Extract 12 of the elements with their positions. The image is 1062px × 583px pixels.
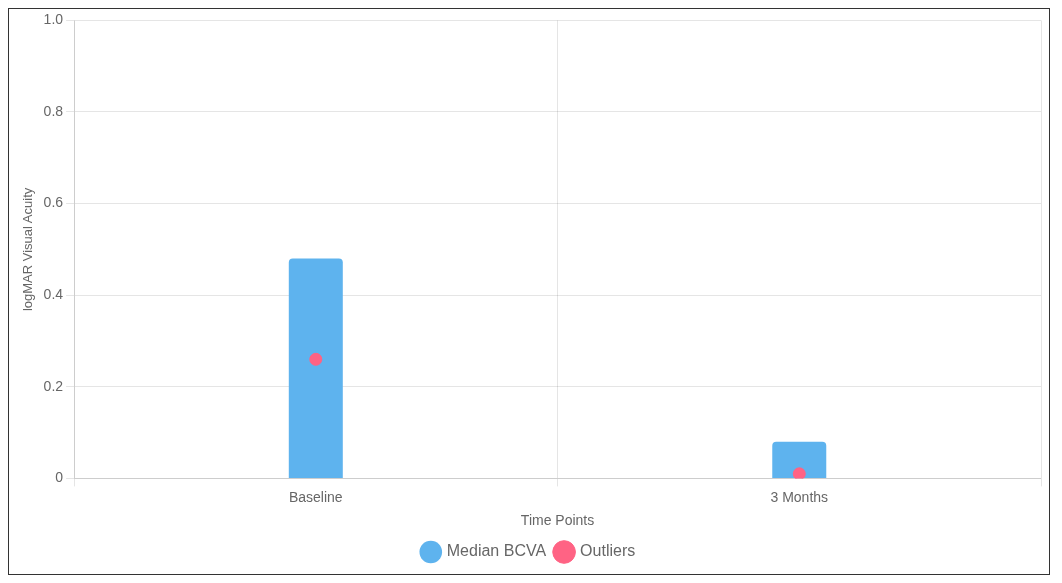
y-tick-label: 0.4 — [43, 286, 64, 303]
legend-label: Outliers — [580, 542, 636, 560]
x-axis-title: Time Points — [520, 512, 595, 529]
y-tick-label: 1.0 — [43, 11, 64, 28]
y-tick-label: 0.6 — [43, 194, 64, 211]
y-tick-label: 0 — [55, 469, 64, 486]
y-tick-label: 0.8 — [43, 102, 64, 119]
x-tick-label: 3 Months — [770, 488, 829, 505]
y-axis-title: logMAR Visual Acuity — [20, 187, 36, 312]
y-tick-label: 0.2 — [43, 377, 64, 394]
legend-label: Median BCVA — [446, 542, 547, 560]
x-tick-label: Baseline — [288, 488, 343, 505]
